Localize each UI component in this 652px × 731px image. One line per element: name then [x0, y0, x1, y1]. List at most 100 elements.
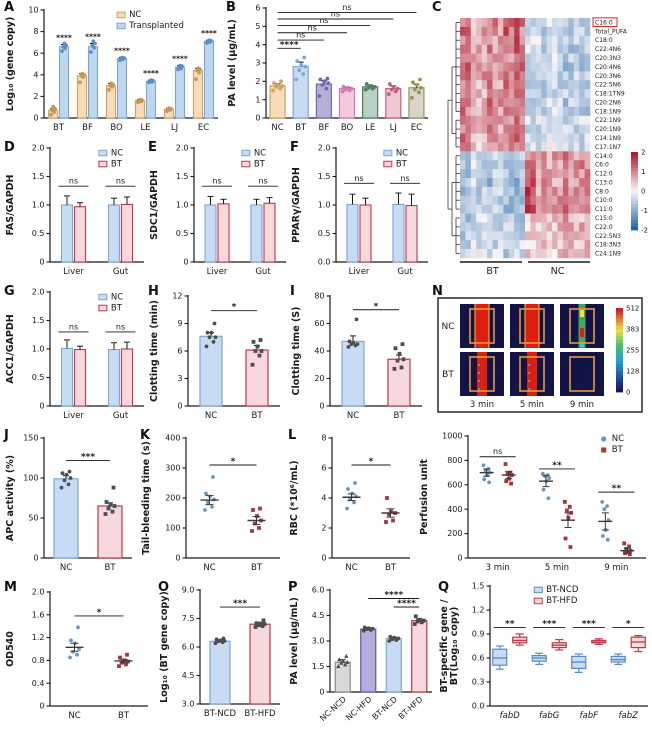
svg-text:0.9: 0.9: [472, 630, 485, 639]
svg-text:0.8: 0.8: [32, 656, 45, 665]
svg-text:C20:4N6: C20:4N6: [595, 64, 621, 71]
significance: ns ns: [58, 177, 136, 187]
svg-text:ns: ns: [354, 174, 363, 183]
svg-text:255: 255: [626, 347, 639, 355]
svg-text:OD540: OD540: [5, 631, 16, 667]
svg-text:Liver: Liver: [63, 411, 84, 421]
svg-text:fabZ: fabZ: [619, 711, 639, 721]
svg-text:Gut: Gut: [397, 267, 413, 277]
svg-text:1.5: 1.5: [32, 172, 45, 181]
svg-text:EC: EC: [411, 123, 422, 133]
svg-text:*: *: [369, 457, 374, 467]
svg-text:****: ****: [397, 599, 416, 609]
svg-text:6: 6: [33, 49, 38, 58]
svg-text:0.5: 0.5: [318, 229, 331, 238]
svg-text:LE: LE: [140, 123, 150, 133]
chart-M: 0 0.4 0.8 1.2 1.6 2.0 OD540 NC BT *: [5, 588, 148, 721]
chart-A: 0 2 4 6 8 10 Log₁₀ (gene copy) BT BF BO LE LJ EC ****…: [5, 6, 218, 133]
svg-text:fabD: fabD: [500, 711, 521, 721]
significance: ns ns: [202, 177, 278, 187]
svg-text:BT-HFD: BT-HFD: [244, 709, 276, 719]
svg-text:NC: NC: [551, 266, 565, 277]
x-category-labels: NC BT: [68, 711, 129, 721]
svg-text:150: 150: [23, 434, 38, 443]
svg-text:0: 0: [39, 402, 44, 411]
svg-text:6.0: 6.0: [312, 586, 325, 595]
svg-text:ns: ns: [116, 177, 125, 186]
panel-L: L 0 2 4 6 8 RBC (*10⁶/mL) NC BT *: [288, 428, 418, 580]
panel-A: A 0 2 4 6 8 10 Log₁₀ (gene copy) BT BF BO LE LJ EC ***…: [4, 0, 224, 140]
svg-text:Liver: Liver: [63, 267, 84, 277]
svg-text:NC: NC: [612, 434, 624, 444]
panel-B: B 0 1 2 3 4 5 6 PA level (μg/mL) NC BT BF BO LE LJ EC **…: [226, 0, 432, 140]
svg-text:Tail-bleeding time (s): Tail-bleeding time (s): [141, 441, 152, 555]
svg-text:2.0: 2.0: [32, 144, 45, 153]
svg-text:fabG: fabG: [539, 711, 560, 721]
svg-text:C22:1N9: C22:1N9: [595, 117, 621, 124]
svg-text:****: ****: [56, 34, 72, 43]
svg-text:PPARγ/GAPDH: PPARγ/GAPDH: [291, 167, 302, 243]
svg-text:BT: BT: [53, 123, 65, 133]
svg-text:C20:3N6: C20:3N6: [595, 73, 621, 80]
svg-text:BT: BT: [396, 159, 408, 169]
svg-text:*: *: [97, 608, 102, 618]
chart-L: 0 2 4 6 8 RBC (*10⁶/mL) NC BT *: [289, 434, 410, 573]
svg-text:ns: ns: [212, 177, 221, 186]
svg-text:PA level (μg/mL): PA level (μg/mL): [227, 19, 238, 107]
svg-text:1000: 1000: [442, 432, 462, 441]
svg-text:NC: NC: [203, 563, 215, 573]
svg-text:2.0: 2.0: [32, 288, 45, 297]
svg-text:9: 9: [177, 319, 182, 328]
svg-text:Liver: Liver: [349, 267, 370, 277]
bars: [209, 621, 271, 705]
panel-F: F 0.0 0.5 1.0 1.5 2.0 PPARγ/GAPDH Liver Gut ns ns N…: [290, 140, 432, 284]
x-category-labels: NC BT BF BO LE LJ EC: [271, 123, 422, 133]
svg-text:0.5: 0.5: [176, 229, 189, 238]
svg-text:***: ***: [582, 620, 596, 630]
data-points: [346, 317, 406, 371]
panel-J: J 0 50 100 150 APC activity (%) NC BT ***: [4, 428, 140, 580]
significance: ***: [220, 599, 260, 609]
bars: [60, 195, 134, 263]
panel-N: N NC BT 3 min 5 min 9 min 512 383 255 128 0: [432, 284, 652, 428]
data-points: [213, 618, 267, 646]
svg-text:ns: ns: [319, 16, 328, 25]
svg-text:Clotting time (min): Clotting time (min): [149, 300, 160, 402]
svg-text:C15:0: C15:0: [595, 215, 613, 222]
bars: [60, 339, 134, 407]
svg-text:****: ****: [172, 55, 188, 64]
svg-text:1.5: 1.5: [32, 316, 45, 325]
data-points: [336, 614, 426, 669]
svg-text:PA level (μg/mL): PA level (μg/mL): [289, 597, 300, 685]
svg-text:NC: NC: [205, 411, 217, 421]
svg-text:BT-NCD: BT-NCD: [204, 709, 237, 719]
svg-text:Transplanted: Transplanted: [128, 21, 184, 31]
data-points: [203, 475, 263, 533]
significance: ns ** **: [479, 447, 635, 494]
svg-text:0: 0: [457, 554, 462, 563]
svg-text:2: 2: [33, 92, 38, 101]
svg-text:1.0: 1.0: [176, 201, 189, 210]
svg-text:C12:0: C12:0: [595, 171, 613, 178]
data-points: [481, 462, 633, 557]
svg-text:*: *: [231, 457, 236, 467]
x-category-labels: BT-NCD BT-HFD: [204, 709, 276, 719]
svg-text:C10:0: C10:0: [595, 197, 613, 204]
panel-O-letter: O: [158, 580, 170, 595]
bars: [346, 192, 418, 263]
svg-text:100: 100: [23, 474, 38, 483]
svg-text:BO: BO: [341, 123, 354, 133]
svg-text:C20:1N9: C20:1N9: [595, 126, 621, 133]
svg-text:BF: BF: [318, 123, 329, 133]
svg-text:BT: BT: [111, 303, 123, 313]
panel-K-letter: K: [140, 428, 151, 443]
svg-text:1.0: 1.0: [32, 201, 45, 210]
svg-text:800: 800: [447, 456, 462, 465]
svg-text:NC: NC: [347, 411, 359, 421]
chart-N: NC BT 3 min 5 min 9 min 512 383 255 128 0: [437, 297, 643, 413]
panel-C-letter: C: [432, 0, 442, 15]
svg-text:****: ****: [280, 40, 299, 50]
svg-text:1.2: 1.2: [32, 633, 45, 642]
